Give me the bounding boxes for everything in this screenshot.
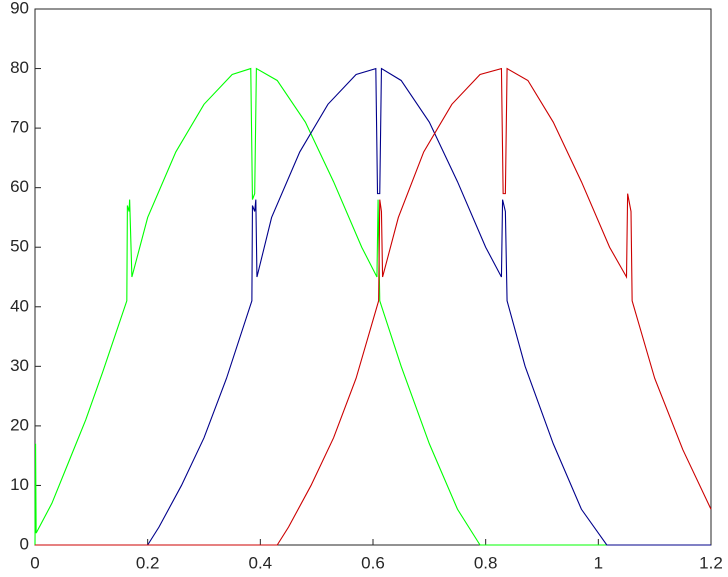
y-tick-label: 60 <box>10 177 29 196</box>
y-tick-label: 70 <box>10 118 29 137</box>
x-tick-label: 0.2 <box>136 553 160 572</box>
x-tick-label: 1 <box>594 553 603 572</box>
y-tick-label: 50 <box>10 237 29 256</box>
x-tick-label: 1.2 <box>699 553 723 572</box>
y-tick-label: 90 <box>10 0 29 17</box>
y-tick-label: 40 <box>10 296 29 315</box>
y-tick-label: 0 <box>20 534 29 553</box>
plot-frame <box>34 8 712 546</box>
y-tick-label: 10 <box>10 475 29 494</box>
x-tick-label: 0.4 <box>249 553 273 572</box>
x-tick-label: 0.8 <box>474 553 498 572</box>
line-series <box>35 67 711 546</box>
x-tick-label: 0 <box>30 553 39 572</box>
x-tick-label: 0.6 <box>361 553 385 572</box>
y-tick-label: 30 <box>10 356 29 375</box>
y-tick-label: 80 <box>10 58 29 77</box>
line-series <box>35 67 712 546</box>
y-tick-label: 20 <box>10 415 29 434</box>
line-series <box>34 67 711 546</box>
